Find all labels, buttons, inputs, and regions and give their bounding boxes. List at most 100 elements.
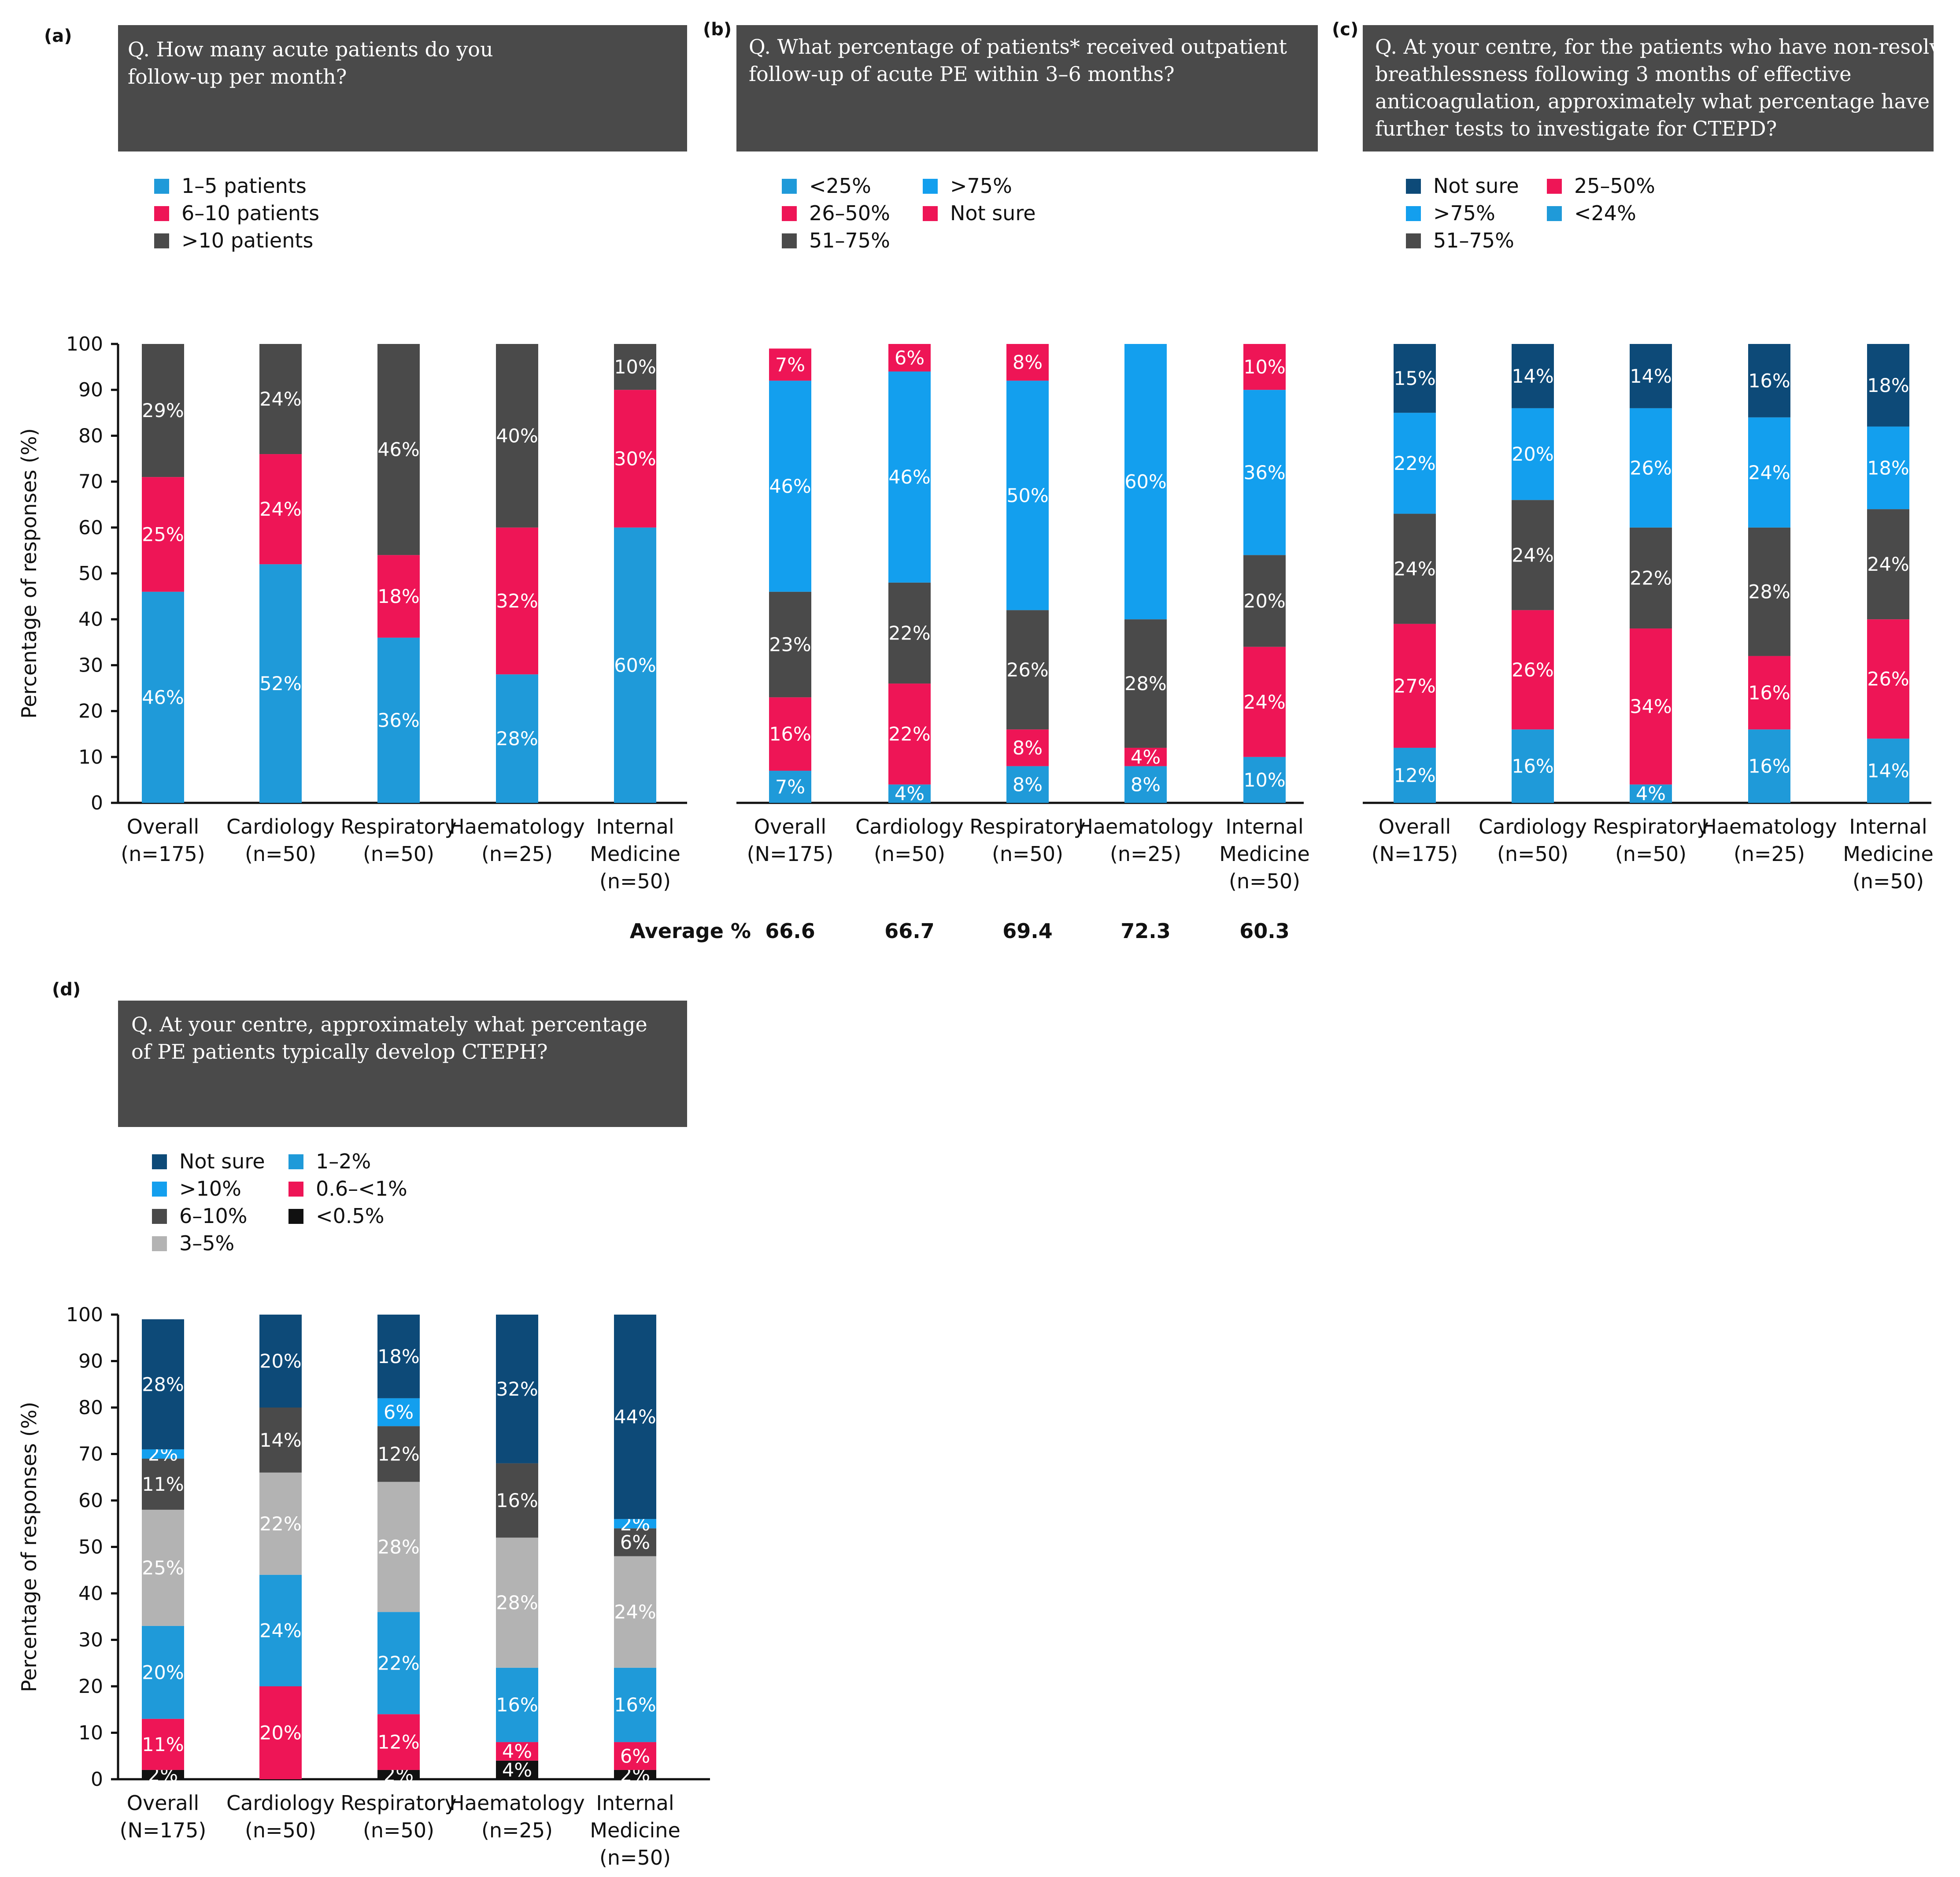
bar-segment: [614, 1528, 656, 1556]
y-tick-label: 60: [78, 1489, 103, 1512]
bar-segment: [1867, 426, 1909, 510]
category-label: (n=50): [245, 842, 316, 866]
bar-segment: [1124, 619, 1167, 748]
y-tick-label: 90: [78, 379, 103, 401]
bar-segment: [888, 684, 931, 785]
legend-swatch: [1547, 179, 1562, 194]
question-text-line: Q. At your centre, approximately what pe…: [131, 1012, 647, 1036]
bar-segment: [142, 1459, 184, 1510]
bar-value-label: 12%: [1394, 765, 1436, 787]
bar-segment: [377, 637, 420, 803]
bar-segment: [259, 344, 302, 454]
bar-segment: [1006, 344, 1049, 381]
bar-segment: [377, 1770, 420, 1779]
average-value: 66.7: [884, 919, 935, 943]
bar-segment: [1512, 610, 1554, 730]
category-label: Overall: [754, 815, 826, 839]
bar-value-label: 28%: [496, 1592, 538, 1614]
bar-segment: [1243, 344, 1286, 390]
bar-value-label: 23%: [769, 634, 811, 656]
legend-swatch: [154, 179, 169, 194]
bar-value-label: 60%: [1124, 471, 1167, 493]
question-text-line: follow-up of acute PE within 3–6 months?: [749, 62, 1175, 86]
panel-d: (d) Q. At your centre, approximately what…: [17, 979, 710, 1870]
category-label: (N=175): [120, 1818, 207, 1842]
legend-swatch: [1406, 179, 1421, 194]
bar-segment: [377, 1482, 420, 1612]
question-text-line: breathlessness following 3 months of eff…: [1375, 62, 1851, 86]
bar-value-label: 10%: [1243, 356, 1286, 378]
y-tick-label: 50: [78, 1536, 103, 1559]
bar-value-label: 32%: [496, 1378, 538, 1400]
bar-segment: [496, 1463, 538, 1538]
bar-segment: [496, 1537, 538, 1668]
bar-value-label: 4%: [1131, 746, 1161, 769]
category-label: Internal: [596, 815, 674, 839]
bar-value-label: 4%: [1636, 783, 1666, 805]
legend-swatch: [923, 206, 938, 221]
bar-segment: [1124, 766, 1167, 803]
y-tick-label: 100: [66, 1304, 103, 1326]
bar-value-label: 16%: [614, 1694, 656, 1716]
legend-swatch: [152, 1209, 167, 1224]
bar-value-label: 16%: [1748, 682, 1790, 704]
bar-segment: [1630, 408, 1672, 528]
bar-segment: [1006, 766, 1049, 803]
bar-segment: [142, 1770, 184, 1779]
legend-label: 26–50%: [809, 201, 890, 225]
bar-segment: [1867, 739, 1909, 803]
y-tick-label: 70: [78, 1443, 103, 1466]
bar-segment: [1394, 747, 1436, 803]
bar-value-label: 20%: [259, 1351, 302, 1373]
legend-label: 6–10%: [179, 1204, 248, 1228]
legend-label: Not sure: [950, 201, 1036, 225]
bar-segment: [1867, 619, 1909, 739]
bar-value-label: 16%: [496, 1490, 538, 1512]
y-tick-label: 0: [91, 1768, 103, 1791]
bar-segment: [1748, 656, 1790, 730]
bar-value-label: 18%: [1867, 375, 1909, 397]
question-text-line: further tests to investigate for CTEPD?: [1375, 117, 1777, 140]
bar-segment: [614, 1519, 656, 1529]
legend-label: 51–75%: [809, 229, 890, 252]
bar-value-label: 22%: [888, 622, 931, 644]
bar-value-label: 7%: [775, 776, 805, 798]
bar-value-label: 25%: [142, 1557, 184, 1579]
bar-value-label: 6%: [384, 1402, 414, 1424]
bar-segment: [1630, 527, 1672, 629]
bar-segment: [1867, 509, 1909, 620]
bar-segment: [769, 697, 811, 771]
category-label: (n=50): [245, 1818, 316, 1842]
bar-value-label: 11%: [142, 1474, 184, 1496]
bar-value-label: 50%: [1006, 485, 1049, 507]
bar-value-label: 16%: [496, 1694, 538, 1716]
bar-value-label: 46%: [888, 466, 931, 488]
category-label: Internal: [1849, 815, 1927, 839]
y-tick-label: 80: [78, 1397, 103, 1419]
legend-label: 0.6–<1%: [316, 1177, 407, 1201]
y-tick-label: 20: [78, 1675, 103, 1698]
legend-label: >75%: [1433, 201, 1495, 225]
bar-value-label: 22%: [377, 1652, 420, 1674]
bar-segment: [1394, 344, 1436, 413]
y-tick-label: 40: [78, 608, 103, 631]
bar-value-label: 18%: [1867, 457, 1909, 479]
bar-value-label: 22%: [1394, 453, 1436, 475]
bar-value-label: 44%: [614, 1406, 656, 1428]
category-label: Haematology: [1701, 815, 1837, 839]
bar-segment: [769, 348, 811, 381]
legend-swatch: [154, 206, 169, 221]
bar-value-label: 10%: [614, 356, 656, 378]
bar-segment: [377, 1398, 420, 1426]
category-label: Internal: [1225, 815, 1303, 839]
bar-value-label: 24%: [614, 1601, 656, 1623]
bar-value-label: 22%: [1630, 567, 1672, 589]
category-label: (n=50): [1229, 869, 1300, 893]
bar-segment: [888, 371, 931, 583]
panel-letter: (d): [52, 979, 81, 1000]
category-label: Overall: [127, 815, 199, 839]
bar-segment: [1512, 344, 1554, 408]
y-tick-label: 10: [78, 746, 103, 769]
panel-letter: (b): [703, 19, 732, 40]
